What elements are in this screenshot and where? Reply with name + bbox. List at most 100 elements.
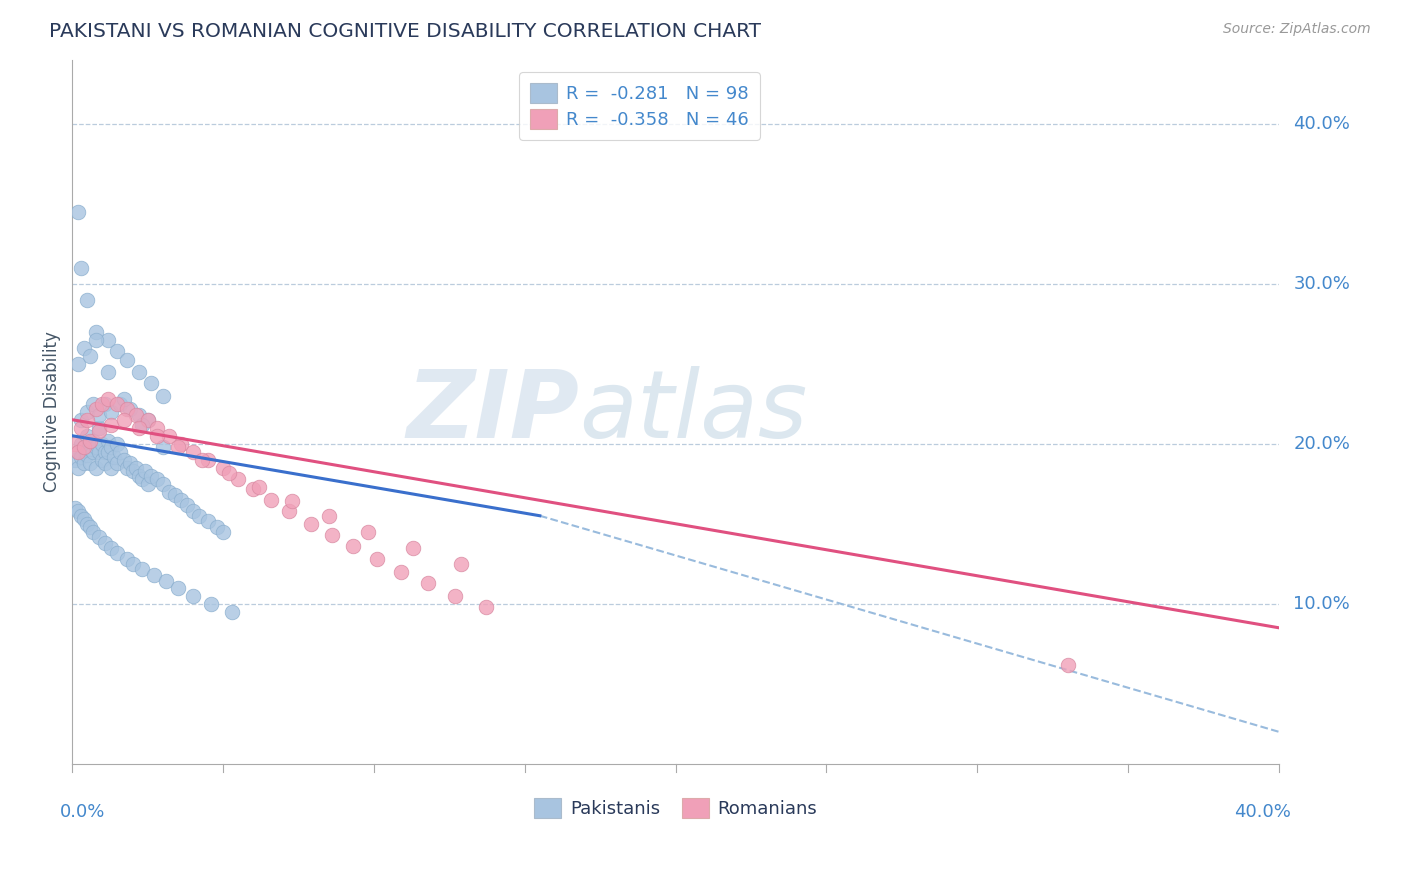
Point — [145, 428, 167, 442]
Text: Source: ZipAtlas.com: Source: ZipAtlas.com — [1223, 22, 1371, 37]
Point — [91, 397, 114, 411]
Point — [152, 389, 174, 403]
Text: ZIP: ZIP — [406, 366, 579, 458]
Point — [112, 452, 135, 467]
Point — [181, 504, 204, 518]
Point — [260, 492, 283, 507]
Point — [89, 530, 111, 544]
Point — [181, 444, 204, 458]
Point — [281, 494, 304, 508]
Point — [205, 520, 228, 534]
Point — [118, 456, 141, 470]
Point — [100, 541, 122, 555]
Point — [115, 401, 138, 416]
Point — [100, 405, 122, 419]
Point — [107, 397, 129, 411]
Point — [278, 504, 301, 518]
Point — [94, 456, 117, 470]
Point — [187, 508, 209, 523]
Point — [402, 541, 425, 555]
Point — [91, 452, 114, 467]
Point — [112, 413, 135, 427]
Point — [242, 482, 264, 496]
Point — [166, 581, 188, 595]
Point — [121, 557, 143, 571]
Point — [218, 466, 240, 480]
Point — [131, 417, 153, 432]
Point — [110, 444, 132, 458]
Point — [67, 444, 90, 458]
Point — [79, 442, 101, 456]
Point — [226, 472, 249, 486]
Point — [89, 421, 111, 435]
Point — [70, 436, 93, 450]
Point — [197, 452, 219, 467]
Point — [110, 397, 132, 411]
Point — [197, 514, 219, 528]
Point — [124, 408, 146, 422]
Point — [67, 204, 90, 219]
Point — [107, 343, 129, 358]
Point — [100, 417, 122, 432]
Point — [124, 460, 146, 475]
Point — [89, 408, 111, 422]
Point — [86, 440, 108, 454]
Point — [366, 552, 388, 566]
Point — [444, 589, 467, 603]
Point — [67, 444, 90, 458]
Point — [128, 365, 150, 379]
Point — [128, 421, 150, 435]
Point — [221, 605, 243, 619]
Point — [76, 413, 98, 427]
Text: 40.0%: 40.0% — [1234, 803, 1291, 821]
Point — [1056, 657, 1078, 672]
Point — [170, 436, 193, 450]
Text: 20.0%: 20.0% — [1294, 434, 1350, 453]
Text: PAKISTANI VS ROMANIAN COGNITIVE DISABILITY CORRELATION CHART: PAKISTANI VS ROMANIAN COGNITIVE DISABILI… — [49, 22, 761, 41]
Point — [152, 440, 174, 454]
Point — [134, 464, 156, 478]
Point — [82, 444, 104, 458]
Point — [131, 561, 153, 575]
Point — [76, 448, 98, 462]
Point — [389, 565, 412, 579]
Point — [70, 450, 93, 464]
Point — [200, 597, 222, 611]
Point — [115, 353, 138, 368]
Point — [318, 508, 340, 523]
Point — [86, 401, 108, 416]
Point — [100, 460, 122, 475]
Point — [82, 524, 104, 539]
Point — [139, 376, 162, 390]
Point — [70, 508, 93, 523]
Point — [70, 413, 93, 427]
Point — [357, 524, 380, 539]
Point — [86, 333, 108, 347]
Point — [342, 539, 364, 553]
Point — [128, 408, 150, 422]
Point — [152, 476, 174, 491]
Point — [450, 557, 472, 571]
Point — [65, 500, 87, 515]
Point — [145, 472, 167, 486]
Point — [97, 434, 120, 448]
Point — [79, 349, 101, 363]
Point — [70, 421, 93, 435]
Point — [118, 401, 141, 416]
Point — [157, 484, 180, 499]
Point — [176, 498, 198, 512]
Text: 10.0%: 10.0% — [1294, 595, 1350, 613]
Point — [94, 444, 117, 458]
Y-axis label: Cognitive Disability: Cognitive Disability — [44, 331, 60, 492]
Point — [115, 460, 138, 475]
Point — [103, 450, 125, 464]
Point — [76, 428, 98, 442]
Point — [212, 460, 235, 475]
Text: 0.0%: 0.0% — [60, 803, 105, 821]
Point — [82, 434, 104, 448]
Point — [112, 392, 135, 406]
Point — [166, 440, 188, 454]
Point — [73, 512, 96, 526]
Point — [107, 436, 129, 450]
Text: 30.0%: 30.0% — [1294, 275, 1350, 293]
